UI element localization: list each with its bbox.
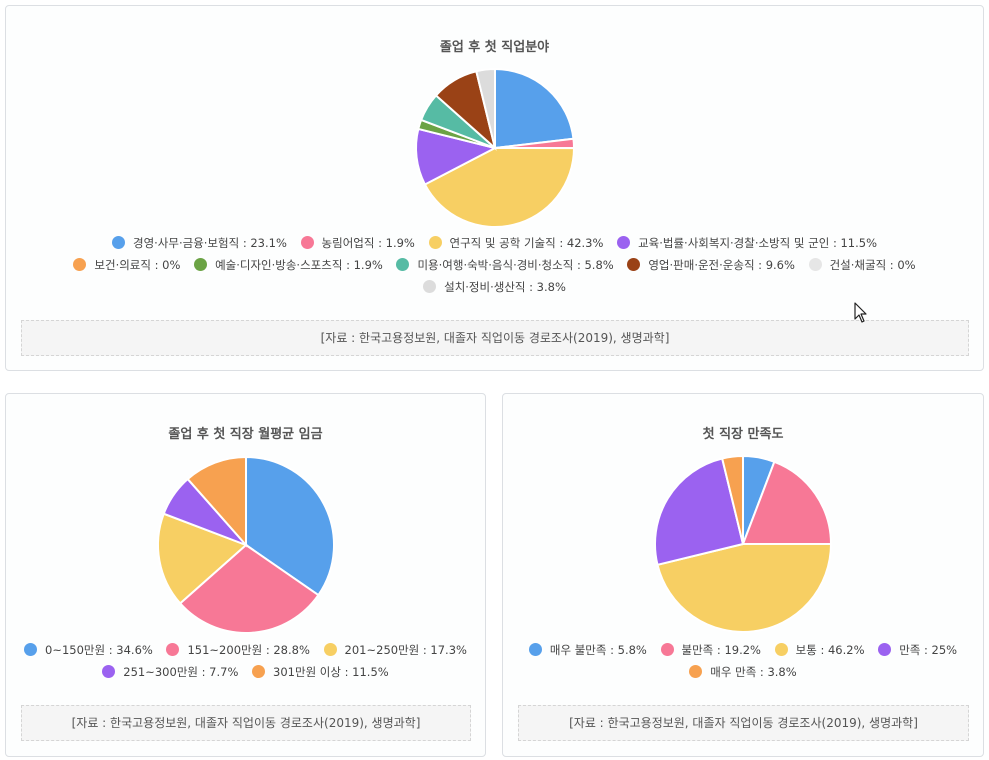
legend-item[interactable]: 251~300만원 : 7.7% — [102, 661, 238, 683]
legend-item[interactable]: 매우 만족 : 3.8% — [689, 661, 797, 683]
pie-slice-3[interactable] — [157, 512, 248, 605]
legend-item[interactable]: 불만족 : 19.2% — [660, 639, 761, 661]
legend-label: 매우 만족 : 3.8% — [710, 665, 797, 679]
legend-swatch — [428, 236, 442, 249]
chart-title: 첫 직장 만족도 — [702, 427, 784, 442]
legend-label: 매우 불만족 : 5.8% — [549, 643, 647, 657]
legend-row: 0~150만원 : 34.6% 151~200만원 : 28.8% 201~25… — [6, 639, 485, 661]
legend-swatch — [323, 643, 337, 656]
legend-item[interactable]: 보통 : 46.2% — [774, 639, 865, 661]
legend-item[interactable]: 농림어업직 : 1.9% — [300, 232, 415, 254]
legend-label: 미용·여행·숙박·음식·경비·청소직 : 5.8% — [417, 258, 614, 272]
chart-card-satisfaction: 첫 직장 만족도 매우 불만족 : 5.8% 불만족 : 19.2% 보통 : … — [502, 393, 984, 757]
pie-chart-salary — [157, 455, 335, 634]
legend-item[interactable]: 미용·여행·숙박·음식·경비·청소직 : 5.8% — [396, 254, 614, 276]
legend-label: 건설·채굴직 : 0% — [829, 258, 916, 272]
pie-slice-2[interactable] — [178, 543, 320, 634]
legend-row: 매우 불만족 : 5.8% 불만족 : 19.2% 보통 : 46.2% 만족 … — [503, 639, 983, 661]
pie-slice-2[interactable] — [741, 460, 833, 545]
legend-swatch — [396, 258, 410, 271]
source-note: [자료 : 한국고용정보원, 대졸자 직업이동 경로조사(2019), 생명과학… — [21, 705, 471, 741]
legend-label: 불만족 : 19.2% — [681, 643, 761, 657]
pie-slice-5[interactable] — [720, 454, 744, 545]
legend-swatch — [73, 258, 87, 271]
legend-swatch — [617, 236, 631, 249]
legend-row: 설치·정비·생산직 : 3.8% — [6, 276, 983, 298]
legend-label: 설치·정비·생산직 : 3.8% — [444, 280, 566, 294]
chart-card-salary: 졸업 후 첫 직장 월평균 임금 0~150만원 : 34.6% 151~200… — [5, 393, 486, 757]
legend-item[interactable]: 연구직 및 공학 기술직 : 42.3% — [428, 232, 604, 254]
legend-label: 보건·의료직 : 0% — [94, 258, 181, 272]
pie-slice-1[interactable] — [494, 67, 575, 150]
pie-slice-10[interactable] — [475, 67, 496, 149]
legend-item[interactable]: 151~200만원 : 28.8% — [166, 639, 310, 661]
pie-slice-3[interactable] — [656, 543, 833, 633]
legend-item[interactable]: 교육·법률·사회복지·경찰·소방직 및 군인 : 11.5% — [617, 232, 877, 254]
legend-swatch — [102, 665, 116, 678]
legend-item[interactable]: 만족 : 25% — [878, 639, 957, 661]
legend-label: 경영·사무·금융·보험직 : 23.1% — [132, 236, 287, 250]
legend-item[interactable]: 영업·판매·운전·운송직 : 9.6% — [627, 254, 795, 276]
legend-item[interactable]: 0~150만원 : 34.6% — [24, 639, 153, 661]
legend-item[interactable]: 매우 불만족 : 5.8% — [528, 639, 647, 661]
legend-job-field: 경영·사무·금융·보험직 : 23.1% 농림어업직 : 1.9% 연구직 및 … — [6, 232, 983, 298]
legend-item[interactable]: 건설·채굴직 : 0% — [808, 254, 916, 276]
chart-title: 졸업 후 첫 직장 월평균 임금 — [168, 427, 323, 442]
pie-chart-satisfaction — [654, 454, 833, 633]
legend-row: 보건·의료직 : 0% 예술·디자인·방송·스포츠직 : 1.9% 미용·여행·… — [6, 254, 983, 276]
legend-swatch — [627, 258, 641, 271]
legend-item[interactable]: 301만원 이상 : 11.5% — [252, 661, 389, 683]
legend-salary: 0~150만원 : 34.6% 151~200만원 : 28.8% 201~25… — [6, 639, 485, 683]
legend-label: 연구직 및 공학 기술직 : 42.3% — [449, 236, 604, 250]
legend-item[interactable]: 설치·정비·생산직 : 3.8% — [423, 276, 566, 298]
legend-swatch — [808, 258, 822, 271]
pie-chart-job-field — [415, 67, 576, 228]
legend-label: 보통 : 46.2% — [795, 643, 865, 657]
legend-swatch — [194, 258, 208, 271]
legend-label: 201~250만원 : 17.3% — [344, 643, 467, 657]
legend-item[interactable]: 예술·디자인·방송·스포츠직 : 1.9% — [194, 254, 383, 276]
legend-swatch — [528, 643, 542, 656]
legend-label: 교육·법률·사회복지·경찰·소방직 및 군인 : 11.5% — [638, 236, 878, 250]
source-note: [자료 : 한국고용정보원, 대졸자 직업이동 경로조사(2019), 생명과학… — [518, 705, 969, 741]
legend-row: 경영·사무·금융·보험직 : 23.1% 농림어업직 : 1.9% 연구직 및 … — [6, 232, 983, 254]
legend-swatch — [878, 643, 892, 656]
legend-label: 농림어업직 : 1.9% — [321, 236, 415, 250]
legend-label: 만족 : 25% — [899, 643, 958, 657]
legend-swatch — [300, 236, 314, 249]
legend-label: 예술·디자인·방송·스포츠직 : 1.9% — [215, 258, 383, 272]
pie-slice-4[interactable] — [654, 457, 745, 567]
source-note: [자료 : 한국고용정보원, 대졸자 직업이동 경로조사(2019), 생명과학… — [21, 320, 969, 356]
chart-card-job-field: 졸업 후 첫 직업분야 경영·사무·금융·보험직 : 23.1% 농림어업직 :… — [5, 5, 984, 371]
legend-label: 251~300만원 : 7.7% — [123, 665, 239, 679]
legend-swatch — [111, 236, 125, 249]
legend-satisfaction: 매우 불만족 : 5.8% 불만족 : 19.2% 보통 : 46.2% 만족 … — [503, 639, 983, 683]
legend-swatch — [423, 280, 437, 293]
pie-slice-1[interactable] — [245, 455, 335, 597]
legend-item[interactable]: 보건·의료직 : 0% — [73, 254, 180, 276]
legend-swatch — [660, 643, 674, 656]
legend-row: 매우 만족 : 3.8% — [503, 661, 983, 683]
legend-label: 151~200만원 : 28.8% — [187, 643, 310, 657]
legend-item[interactable]: 경영·사무·금융·보험직 : 23.1% — [111, 232, 287, 254]
legend-row: 251~300만원 : 7.7% 301만원 이상 : 11.5% — [6, 661, 485, 683]
legend-label: 영업·판매·운전·운송직 : 9.6% — [648, 258, 795, 272]
chart-title: 졸업 후 첫 직업분야 — [439, 40, 550, 55]
legend-label: 301만원 이상 : 11.5% — [273, 665, 389, 679]
mouse-pointer-icon — [854, 302, 867, 323]
pie-slice-5[interactable] — [186, 455, 247, 548]
legend-swatch — [774, 643, 788, 656]
legend-label: 0~150만원 : 34.6% — [45, 643, 153, 657]
pie-slice-3[interactable] — [423, 146, 576, 228]
legend-item[interactable]: 201~250만원 : 17.3% — [323, 639, 467, 661]
legend-swatch — [166, 643, 180, 656]
legend-swatch — [24, 643, 38, 656]
legend-swatch — [689, 665, 703, 678]
legend-swatch — [252, 665, 266, 678]
